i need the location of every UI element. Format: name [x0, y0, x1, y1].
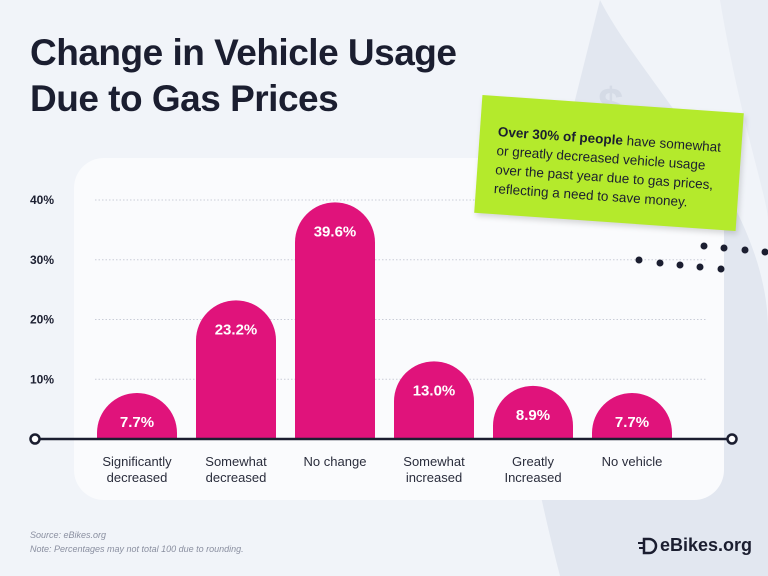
x-category-label: increased: [406, 470, 462, 485]
y-tick-label: 30%: [30, 253, 54, 267]
data-label: 8.9%: [516, 407, 550, 424]
ebike-d-logo-icon: [638, 537, 658, 554]
bar: [592, 392, 672, 439]
x-category-label: No vehicle: [602, 454, 663, 469]
bar: [196, 300, 276, 439]
bar: [493, 385, 573, 439]
data-label: 13.0%: [413, 382, 456, 399]
y-tick-label: 40%: [30, 193, 54, 207]
y-tick-label: 10%: [30, 372, 54, 386]
x-category-label: Somewhat: [205, 454, 267, 469]
footer: Source: eBikes.org Note: Percentages may…: [30, 528, 244, 556]
bar: [295, 202, 375, 439]
data-label: 23.2%: [215, 321, 258, 338]
y-tick-label: 20%: [30, 313, 54, 327]
logo-text: eBikes.org: [660, 535, 753, 555]
ebikes-logo[interactable]: eBikes.org: [638, 535, 752, 556]
x-category-label: Somewhat: [403, 454, 465, 469]
data-label: 7.7%: [120, 414, 154, 431]
callout-box: Over 30% of people have somewhat or grea…: [474, 95, 744, 231]
bar: [97, 392, 177, 439]
axis-end-left: [29, 433, 41, 445]
data-label: 39.6%: [314, 223, 357, 240]
x-category-label: Significantly: [102, 454, 172, 469]
x-category-label: No change: [304, 454, 367, 469]
page-title: Change in Vehicle Usage Due to Gas Prices: [30, 32, 457, 119]
x-category-label: Increased: [504, 470, 561, 485]
source-text: Source: eBikes.org: [30, 530, 107, 540]
x-category-label: decreased: [107, 470, 168, 485]
data-label: 7.7%: [615, 414, 649, 431]
axis-end-right: [726, 433, 738, 445]
x-category-label: decreased: [206, 470, 267, 485]
x-category-label: Greatly: [512, 454, 554, 469]
bar: [394, 361, 474, 439]
note-text: Note: Percentages may not total 100 due …: [30, 544, 244, 554]
